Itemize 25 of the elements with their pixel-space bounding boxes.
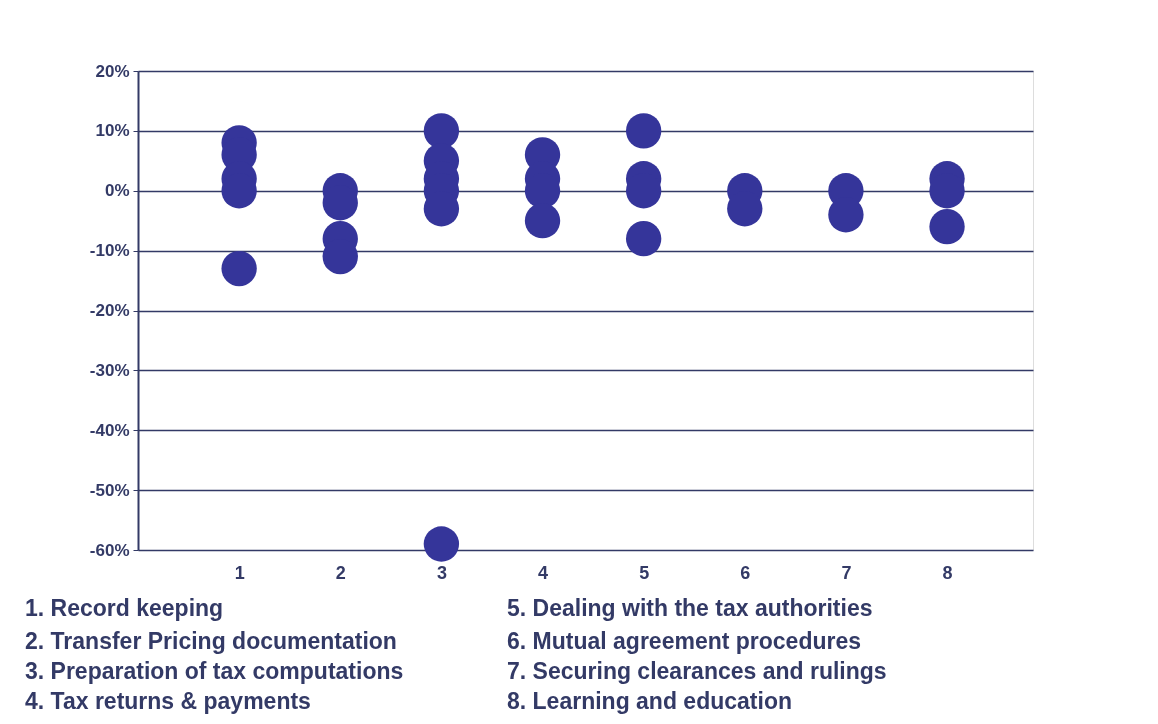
x-tick-label: 5 <box>639 562 650 583</box>
x-tick-label: 8 <box>942 562 953 583</box>
y-tick-label: 0% <box>104 181 130 201</box>
text: 3. Preparation of tax computations <box>25 658 404 684</box>
y-tick-label: -50% <box>89 480 130 500</box>
x-tick-label: 3 <box>436 562 447 583</box>
y-tick-label: -20% <box>89 301 130 320</box>
y-tick-label: -60% <box>89 540 130 560</box>
y-tick-label: 10% <box>95 121 130 141</box>
text: 8. Learning and education <box>507 688 792 714</box>
x-tick-label: 6 <box>740 562 751 583</box>
text: 2. Transfer Pricing documentation <box>25 628 397 654</box>
text: 6. Mutual agreement procedures <box>507 628 862 654</box>
x-tick-label: 7 <box>841 562 852 583</box>
y-tick-label: 20% <box>95 61 130 81</box>
text: 1. Record keeping <box>25 595 224 621</box>
y-tick-label: -30% <box>89 360 130 380</box>
x-tick-label: 2 <box>335 562 346 583</box>
x-tick-label: 1 <box>234 562 245 583</box>
x-tick-label: 4 <box>538 562 549 583</box>
text: 5. Dealing with the tax authorities <box>507 595 873 621</box>
text: 7. Securing clearances and rulings <box>507 658 887 684</box>
text: 4. Tax returns & payments <box>25 688 311 714</box>
y-tick-label: -10% <box>89 241 130 261</box>
y-tick-label: -40% <box>89 420 130 440</box>
